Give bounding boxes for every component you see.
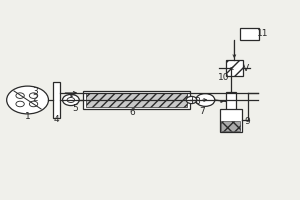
Text: 10: 10 [218,73,230,82]
Text: 2: 2 [32,94,38,103]
Bar [240,28,259,40]
Circle shape [62,94,79,106]
Text: V: V [243,64,249,73]
Text: 3: 3 [32,87,38,96]
Bar [221,121,241,131]
Text: 1: 1 [25,112,30,121]
Text: 7: 7 [199,107,205,116]
Text: 4: 4 [53,115,59,124]
Circle shape [7,86,49,114]
Bar [83,91,190,109]
Text: 11: 11 [257,29,268,38]
Text: 6: 6 [129,108,135,117]
Bar [86,93,187,107]
Bar [53,82,59,118]
Text: 5: 5 [72,104,78,113]
Bar [226,60,243,76]
Circle shape [186,96,197,104]
Text: 8: 8 [194,97,200,106]
Bar [226,92,236,111]
Bar [220,109,242,132]
Text: 9: 9 [244,117,250,126]
Circle shape [196,94,215,106]
